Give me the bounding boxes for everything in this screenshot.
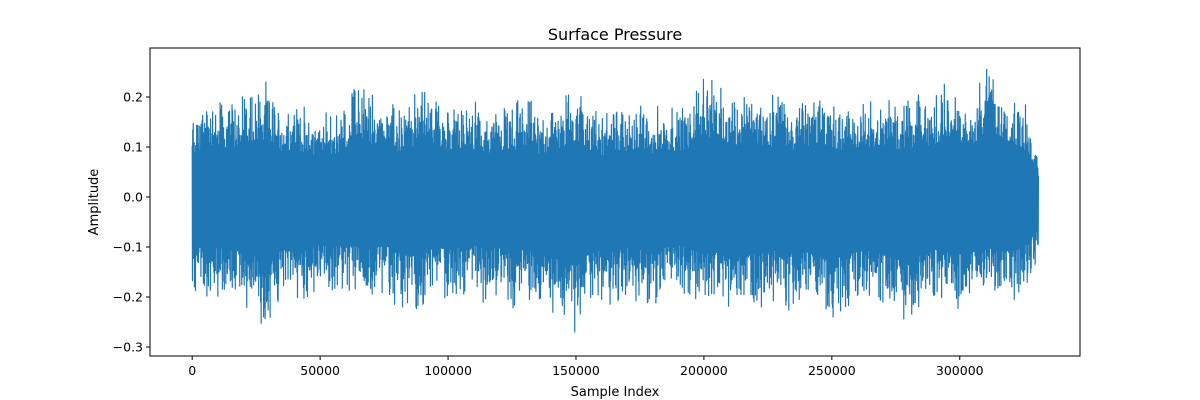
y-axis: −0.3 −0.2 −0.1 0.0 0.1 0.2 — [113, 90, 150, 355]
y-tick-label: 0.1 — [123, 140, 143, 155]
y-tick-label: 0.0 — [123, 190, 143, 205]
series-layer — [191, 68, 1040, 333]
x-tick-label: 250000 — [808, 363, 856, 378]
x-tick-label: 50000 — [300, 363, 340, 378]
x-axis: 0 50000 100000 150000 200000 250000 300000 — [188, 356, 984, 378]
x-tick-label: 200000 — [680, 363, 728, 378]
x-tick-label: 0 — [188, 363, 196, 378]
series-core-band — [192, 132, 1039, 267]
x-tick-label: 100000 — [424, 363, 472, 378]
x-tick-label: 150000 — [552, 363, 600, 378]
chart-title: Surface Pressure — [548, 25, 682, 44]
y-tick-label: −0.2 — [113, 290, 143, 305]
x-axis-label: Sample Index — [571, 385, 660, 400]
x-tick-label: 300000 — [936, 363, 984, 378]
y-tick-label: −0.1 — [113, 240, 143, 255]
plot-area — [149, 47, 1081, 357]
axes-frame — [149, 47, 1081, 357]
y-axis-label: Amplitude — [87, 169, 102, 236]
y-tick-label: 0.2 — [123, 90, 143, 105]
y-tick-label: −0.3 — [113, 340, 143, 355]
